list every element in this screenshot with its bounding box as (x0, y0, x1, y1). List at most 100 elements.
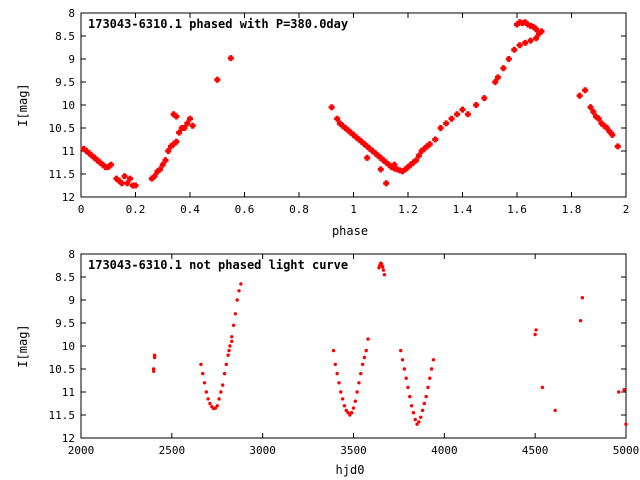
unphased-data-point (420, 408, 425, 413)
phased-data-point (334, 115, 341, 122)
phased-data-point (124, 180, 131, 187)
unphased-data-point (380, 265, 385, 269)
unphased-data-point (213, 406, 218, 410)
phased-data-point (448, 115, 455, 122)
unphased-data-point (413, 417, 417, 422)
phased-data-point (464, 111, 471, 118)
phased-data-point (432, 136, 439, 143)
phased-x-tick-label: 2 (623, 203, 630, 216)
phased-data-point (118, 180, 125, 187)
phased-y-tick-label: 11.5 (49, 168, 76, 181)
phased-data-point (533, 26, 540, 33)
unphased-data-point (237, 289, 241, 293)
unphased-data-point (360, 362, 365, 367)
phased-y-tick-label: 10.5 (49, 122, 76, 135)
unphased-data-point (199, 362, 203, 367)
phased-data-point (533, 35, 540, 42)
phased-data-point (505, 56, 512, 62)
unphased-data-point (359, 371, 363, 376)
phased-data-point (184, 120, 191, 127)
phased-data-point (328, 104, 335, 111)
unphased-data-point (580, 296, 585, 300)
unphased-x-tick-label: 4000 (431, 444, 458, 457)
unphased-data-point (540, 385, 545, 390)
unphased-plot-frame (80, 253, 627, 439)
phased-data-point (538, 28, 545, 35)
unphased-data-point (217, 397, 221, 401)
unphased-chart-title: 173043-6310.1 not phased light curve (88, 258, 348, 272)
phased-data-point (157, 166, 164, 173)
phased-y-tick-label: 9 (68, 53, 75, 66)
unphased-data-point (534, 328, 538, 332)
phased-data-point (511, 46, 518, 53)
unphased-data-point (348, 413, 352, 417)
phased-x-tick-label: 0.6 (235, 203, 255, 216)
unphased-data-point (578, 319, 583, 323)
phased-data-point (492, 79, 499, 85)
unphased-data-point (344, 408, 348, 413)
unphased-data-point (215, 404, 219, 408)
unphased-data-point (362, 355, 367, 360)
unphased-data-point (231, 323, 236, 327)
unphased-data-point (424, 394, 428, 399)
unphased-y-tick-label: 8.5 (55, 271, 75, 284)
unphased-data-point (204, 390, 209, 394)
unphased-y-tick-label: 9.5 (55, 317, 75, 330)
phased-data-point (132, 182, 139, 189)
unphased-data-point (219, 390, 223, 394)
phased-data-point (527, 37, 534, 44)
phased-data-point (377, 166, 384, 173)
phased-data-point (481, 95, 488, 102)
phased-data-points (80, 19, 621, 189)
phased-y-tick-label: 8.5 (55, 30, 75, 43)
unphased-data-point (428, 376, 432, 380)
phased-data-point (522, 39, 529, 46)
phased-data-point (413, 157, 420, 164)
phased-data-point (187, 115, 193, 122)
unphased-data-point (206, 397, 210, 401)
phased-data-point (151, 173, 158, 180)
unphased-data-point (349, 411, 354, 415)
unphased-x-tick-label: 2500 (159, 444, 186, 457)
unphased-data-point (224, 362, 229, 367)
unphased-y-axis-label: I[mag] (16, 324, 30, 367)
unphased-data-point (399, 348, 403, 353)
phased-data-point (614, 143, 621, 150)
unphased-data-point (617, 390, 621, 394)
phased-y-tick-label: 10 (62, 99, 75, 112)
phased-data-point (181, 125, 188, 131)
unphased-data-point (553, 408, 557, 413)
unphased-data-point (429, 367, 434, 371)
phased-y-ticks: 8 8.5 9 9.5 10 10.5 11 11.5 12 (49, 7, 626, 204)
unphased-data-point (333, 362, 338, 367)
unphased-data-point (431, 358, 436, 362)
phased-data-point (176, 129, 183, 136)
unphased-data-point (357, 381, 361, 385)
unphased-data-point (346, 411, 350, 415)
unphased-y-tick-label: 10 (62, 340, 75, 353)
unphased-data-point (208, 401, 212, 406)
unphased-x-tick-label: 2000 (68, 444, 95, 457)
unphased-data-point (366, 337, 370, 341)
phased-data-point (576, 92, 583, 99)
unphased-x-tick-label: 5000 (613, 444, 640, 457)
unphased-x-ticks: 2000 2500 3000 3500 4000 4500 5000 (68, 254, 640, 457)
unphased-data-point (226, 353, 230, 357)
unphased-data-point (415, 422, 419, 426)
phased-data-point (391, 161, 398, 168)
unphased-data-point (340, 397, 345, 401)
phased-data-point (590, 108, 597, 115)
unphased-data-point (381, 268, 386, 272)
phased-x-tick-label: 1 (350, 203, 357, 216)
phased-data-point (609, 131, 616, 138)
unphased-data-point (202, 381, 207, 385)
unphased-data-point (409, 404, 414, 408)
unphased-data-point (335, 371, 339, 376)
unphased-data-point (351, 406, 356, 410)
phased-y-axis-label: I[mag] (16, 83, 30, 126)
unphased-data-point (382, 273, 387, 277)
unphased-y-tick-label: 10.5 (49, 363, 76, 376)
phased-data-point (173, 113, 180, 120)
phased-x-tick-label: 0.2 (126, 203, 146, 216)
